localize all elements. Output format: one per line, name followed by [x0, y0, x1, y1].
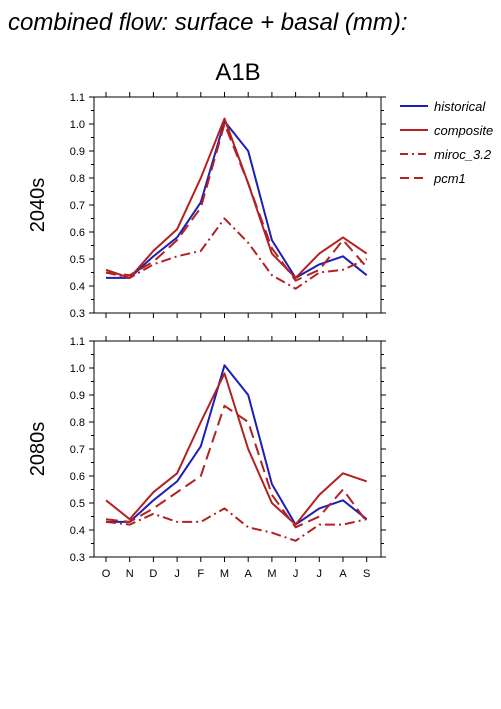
- y-tick-label: 0.6: [70, 471, 85, 483]
- legend-label-pcm1: pcm1: [433, 171, 466, 186]
- y-tick-label: 1.1: [70, 336, 85, 348]
- legend-label-miroc-3-2: miroc_3.2: [434, 147, 492, 162]
- x-tick-label: D: [149, 568, 157, 580]
- y-tick-label: 0.7: [70, 200, 85, 212]
- x-tick-label: S: [363, 568, 370, 580]
- y-tick-label: 0.3: [70, 552, 85, 564]
- y-tick-label: 0.4: [70, 281, 85, 293]
- y-tick-label: 0.6: [70, 227, 85, 239]
- x-tick-label: J: [293, 568, 299, 580]
- x-tick-label: A: [245, 568, 253, 580]
- x-tick-label: J: [317, 568, 323, 580]
- x-tick-label: F: [197, 568, 204, 580]
- y-tick-label: 0.7: [70, 444, 85, 456]
- series-line-pcm1: [105, 123, 368, 282]
- y-tick-label: 1.1: [70, 92, 85, 104]
- x-tick-label: A: [339, 568, 347, 580]
- y-tick-label: 0.8: [70, 417, 85, 429]
- y-tick-label: 0.9: [70, 390, 85, 402]
- legend-label-historical: historical: [434, 99, 486, 114]
- series-line-historical: [106, 364, 368, 526]
- chart-title: combined flow: surface + basal (mm):: [8, 9, 407, 36]
- series-line-composite: [105, 372, 368, 526]
- y-tick-label: 1.0: [70, 119, 85, 131]
- y-tick-label: 0.5: [70, 254, 85, 266]
- x-tick-label: O: [102, 568, 111, 580]
- series-line-miroc-3-2: [105, 217, 368, 290]
- series-line-pcm1: [105, 404, 368, 529]
- panel-2080s: 2080s 0.3 0.4 0.5 0.6 0.7 0.8 0.9 1.0 1.1 O N D J F M A M…: [27, 336, 386, 580]
- y-tick-label: 1.0: [70, 363, 85, 375]
- legend-label-composite: composite: [434, 123, 493, 138]
- row-label: 2040s: [27, 178, 49, 233]
- x-tick-label: J: [174, 568, 180, 580]
- panels: 2040s 0.3 0.4 0.5 0.6 0.7 0.8 0.9 1.0 1.1 2080s 0.3…: [27, 92, 386, 580]
- panel-2040s: 2040s 0.3 0.4 0.5 0.6 0.7 0.8 0.9 1.0 1.1: [27, 92, 386, 320]
- legend: historical composite miroc_3.2 pcm1: [400, 99, 493, 186]
- row-label: 2080s: [27, 422, 49, 477]
- y-tick-label: 0.8: [70, 173, 85, 185]
- series-line-miroc-3-2: [105, 507, 367, 542]
- y-tick-label: 0.5: [70, 498, 85, 510]
- plot-frame: [93, 340, 382, 558]
- series-line-composite: [105, 117, 368, 279]
- plot-frame: [93, 96, 382, 314]
- series-line-historical: [106, 120, 368, 279]
- scenario-title: A1B: [215, 59, 260, 86]
- x-tick-label: M: [267, 568, 276, 580]
- y-tick-label: 0.3: [70, 308, 85, 320]
- y-tick-label: 0.9: [70, 146, 85, 158]
- y-tick-label: 0.4: [70, 525, 85, 537]
- x-tick-label: N: [126, 568, 134, 580]
- x-tick-label: M: [220, 568, 229, 580]
